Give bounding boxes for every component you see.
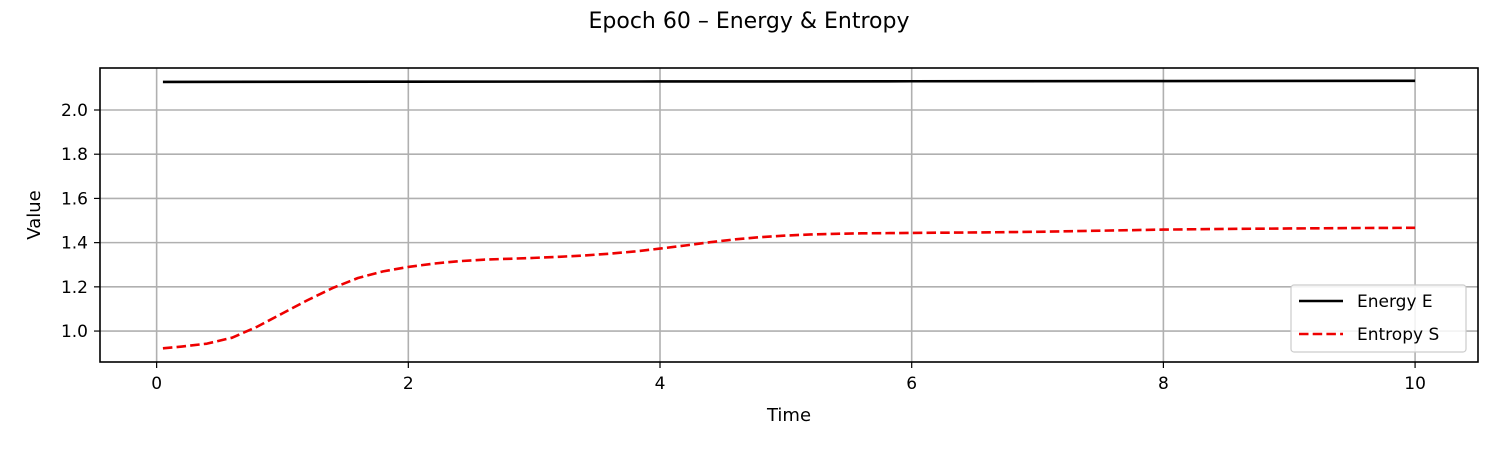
y-tick-label: 1.0 <box>61 322 88 342</box>
legend-label-entropy: Entropy S <box>1357 325 1439 345</box>
x-tick-label: 0 <box>151 374 162 394</box>
series-layer <box>162 79 1416 350</box>
series-line-energy <box>162 79 1416 84</box>
series-line-entropy <box>162 226 1416 350</box>
legend-label-energy: Energy E <box>1357 292 1433 312</box>
y-axis-label: Value <box>24 190 45 239</box>
x-tick-label: 10 <box>1404 374 1426 394</box>
y-tick-label: 1.6 <box>61 189 88 209</box>
x-tick-label: 2 <box>403 374 414 394</box>
y-tick-label: 1.8 <box>61 145 88 165</box>
plot-frame <box>99 67 1479 363</box>
x-tick-label: 8 <box>1158 374 1169 394</box>
chart-title: Epoch 60 – Energy & Entropy <box>589 9 910 34</box>
grid <box>100 68 1478 362</box>
y-tick-label: 1.4 <box>61 234 88 254</box>
x-tick-label: 4 <box>655 374 666 394</box>
x-tick-label: 6 <box>906 374 917 394</box>
y-tick-label: 2.0 <box>61 101 88 121</box>
legend: Energy E Entropy S <box>1290 284 1467 353</box>
axis-ticks: 0 2 4 6 8 10 1.0 1.2 1.4 1.6 1.8 2.0 <box>61 101 1426 394</box>
x-axis-label: Time <box>766 405 811 426</box>
y-tick-label: 1.2 <box>61 278 88 298</box>
